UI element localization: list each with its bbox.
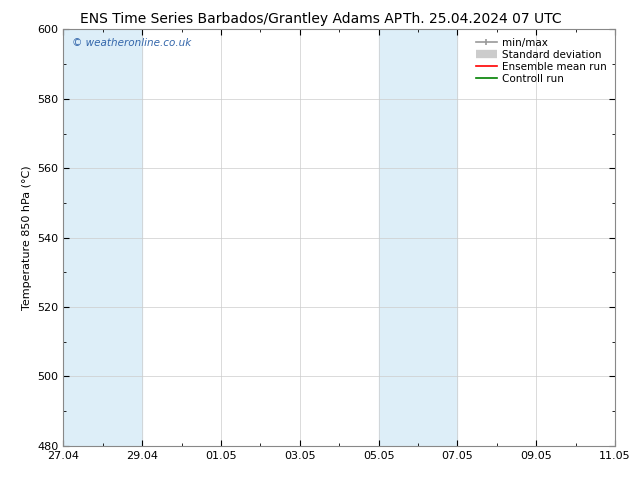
Text: Th. 25.04.2024 07 UTC: Th. 25.04.2024 07 UTC	[403, 12, 561, 26]
Legend: min/max, Standard deviation, Ensemble mean run, Controll run: min/max, Standard deviation, Ensemble me…	[473, 35, 610, 87]
Text: © weatheronline.co.uk: © weatheronline.co.uk	[72, 38, 191, 48]
Text: ENS Time Series Barbados/Grantley Adams AP: ENS Time Series Barbados/Grantley Adams …	[80, 12, 402, 26]
Bar	[378, 29, 457, 446]
Bar	[63, 29, 142, 446]
Y-axis label: Temperature 850 hPa (°C): Temperature 850 hPa (°C)	[22, 165, 32, 310]
